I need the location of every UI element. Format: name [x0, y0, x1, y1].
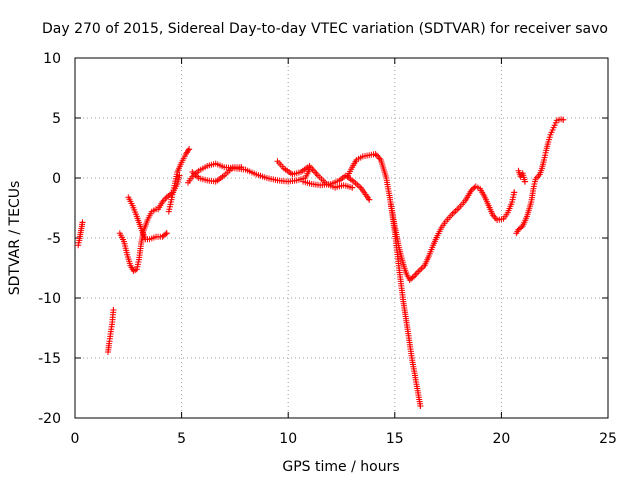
data-point — [162, 231, 169, 238]
x-tick-labels: 0 5 10 15 20 25 — [71, 431, 617, 447]
y-tick-label: -5 — [47, 231, 61, 247]
data-points — [75, 116, 567, 409]
x-tick-label: 25 — [599, 431, 617, 447]
y-axis-label: SDTVAR / TECUs — [7, 181, 23, 296]
data-point — [417, 403, 424, 409]
x-tick-label: 20 — [492, 431, 510, 447]
x-tick-label: 15 — [386, 431, 404, 447]
data-point — [79, 219, 86, 226]
data-point — [518, 224, 525, 231]
axis-ticks — [74, 57, 609, 419]
y-tick-label: 5 — [52, 111, 61, 127]
data-point — [373, 152, 380, 159]
x-tick-label: 5 — [177, 431, 186, 447]
x-tick-label: 0 — [71, 431, 80, 447]
data-point — [176, 172, 183, 179]
data-point — [511, 189, 518, 196]
x-axis-label: GPS time / hours — [282, 459, 399, 475]
chart-title: Day 270 of 2015, Sidereal Day-to-day VTE… — [42, 21, 608, 37]
x-tick-label: 10 — [279, 431, 297, 447]
data-point — [110, 307, 117, 313]
y-tick-label: 10 — [43, 51, 61, 67]
y-tick-label: -20 — [38, 411, 61, 427]
y-tick-label: -15 — [38, 351, 61, 367]
y-tick-label: -10 — [38, 291, 61, 307]
data-point — [409, 274, 416, 281]
data-point — [186, 146, 193, 153]
y-tick-labels: -20 -15 -10 -5 0 5 10 — [38, 51, 61, 427]
data-point — [238, 164, 245, 171]
data-point — [366, 196, 373, 203]
data-point — [163, 230, 170, 237]
data-point — [560, 116, 567, 123]
y-tick-label: 0 — [52, 171, 61, 187]
data-point — [521, 178, 528, 185]
data-point — [349, 184, 356, 191]
